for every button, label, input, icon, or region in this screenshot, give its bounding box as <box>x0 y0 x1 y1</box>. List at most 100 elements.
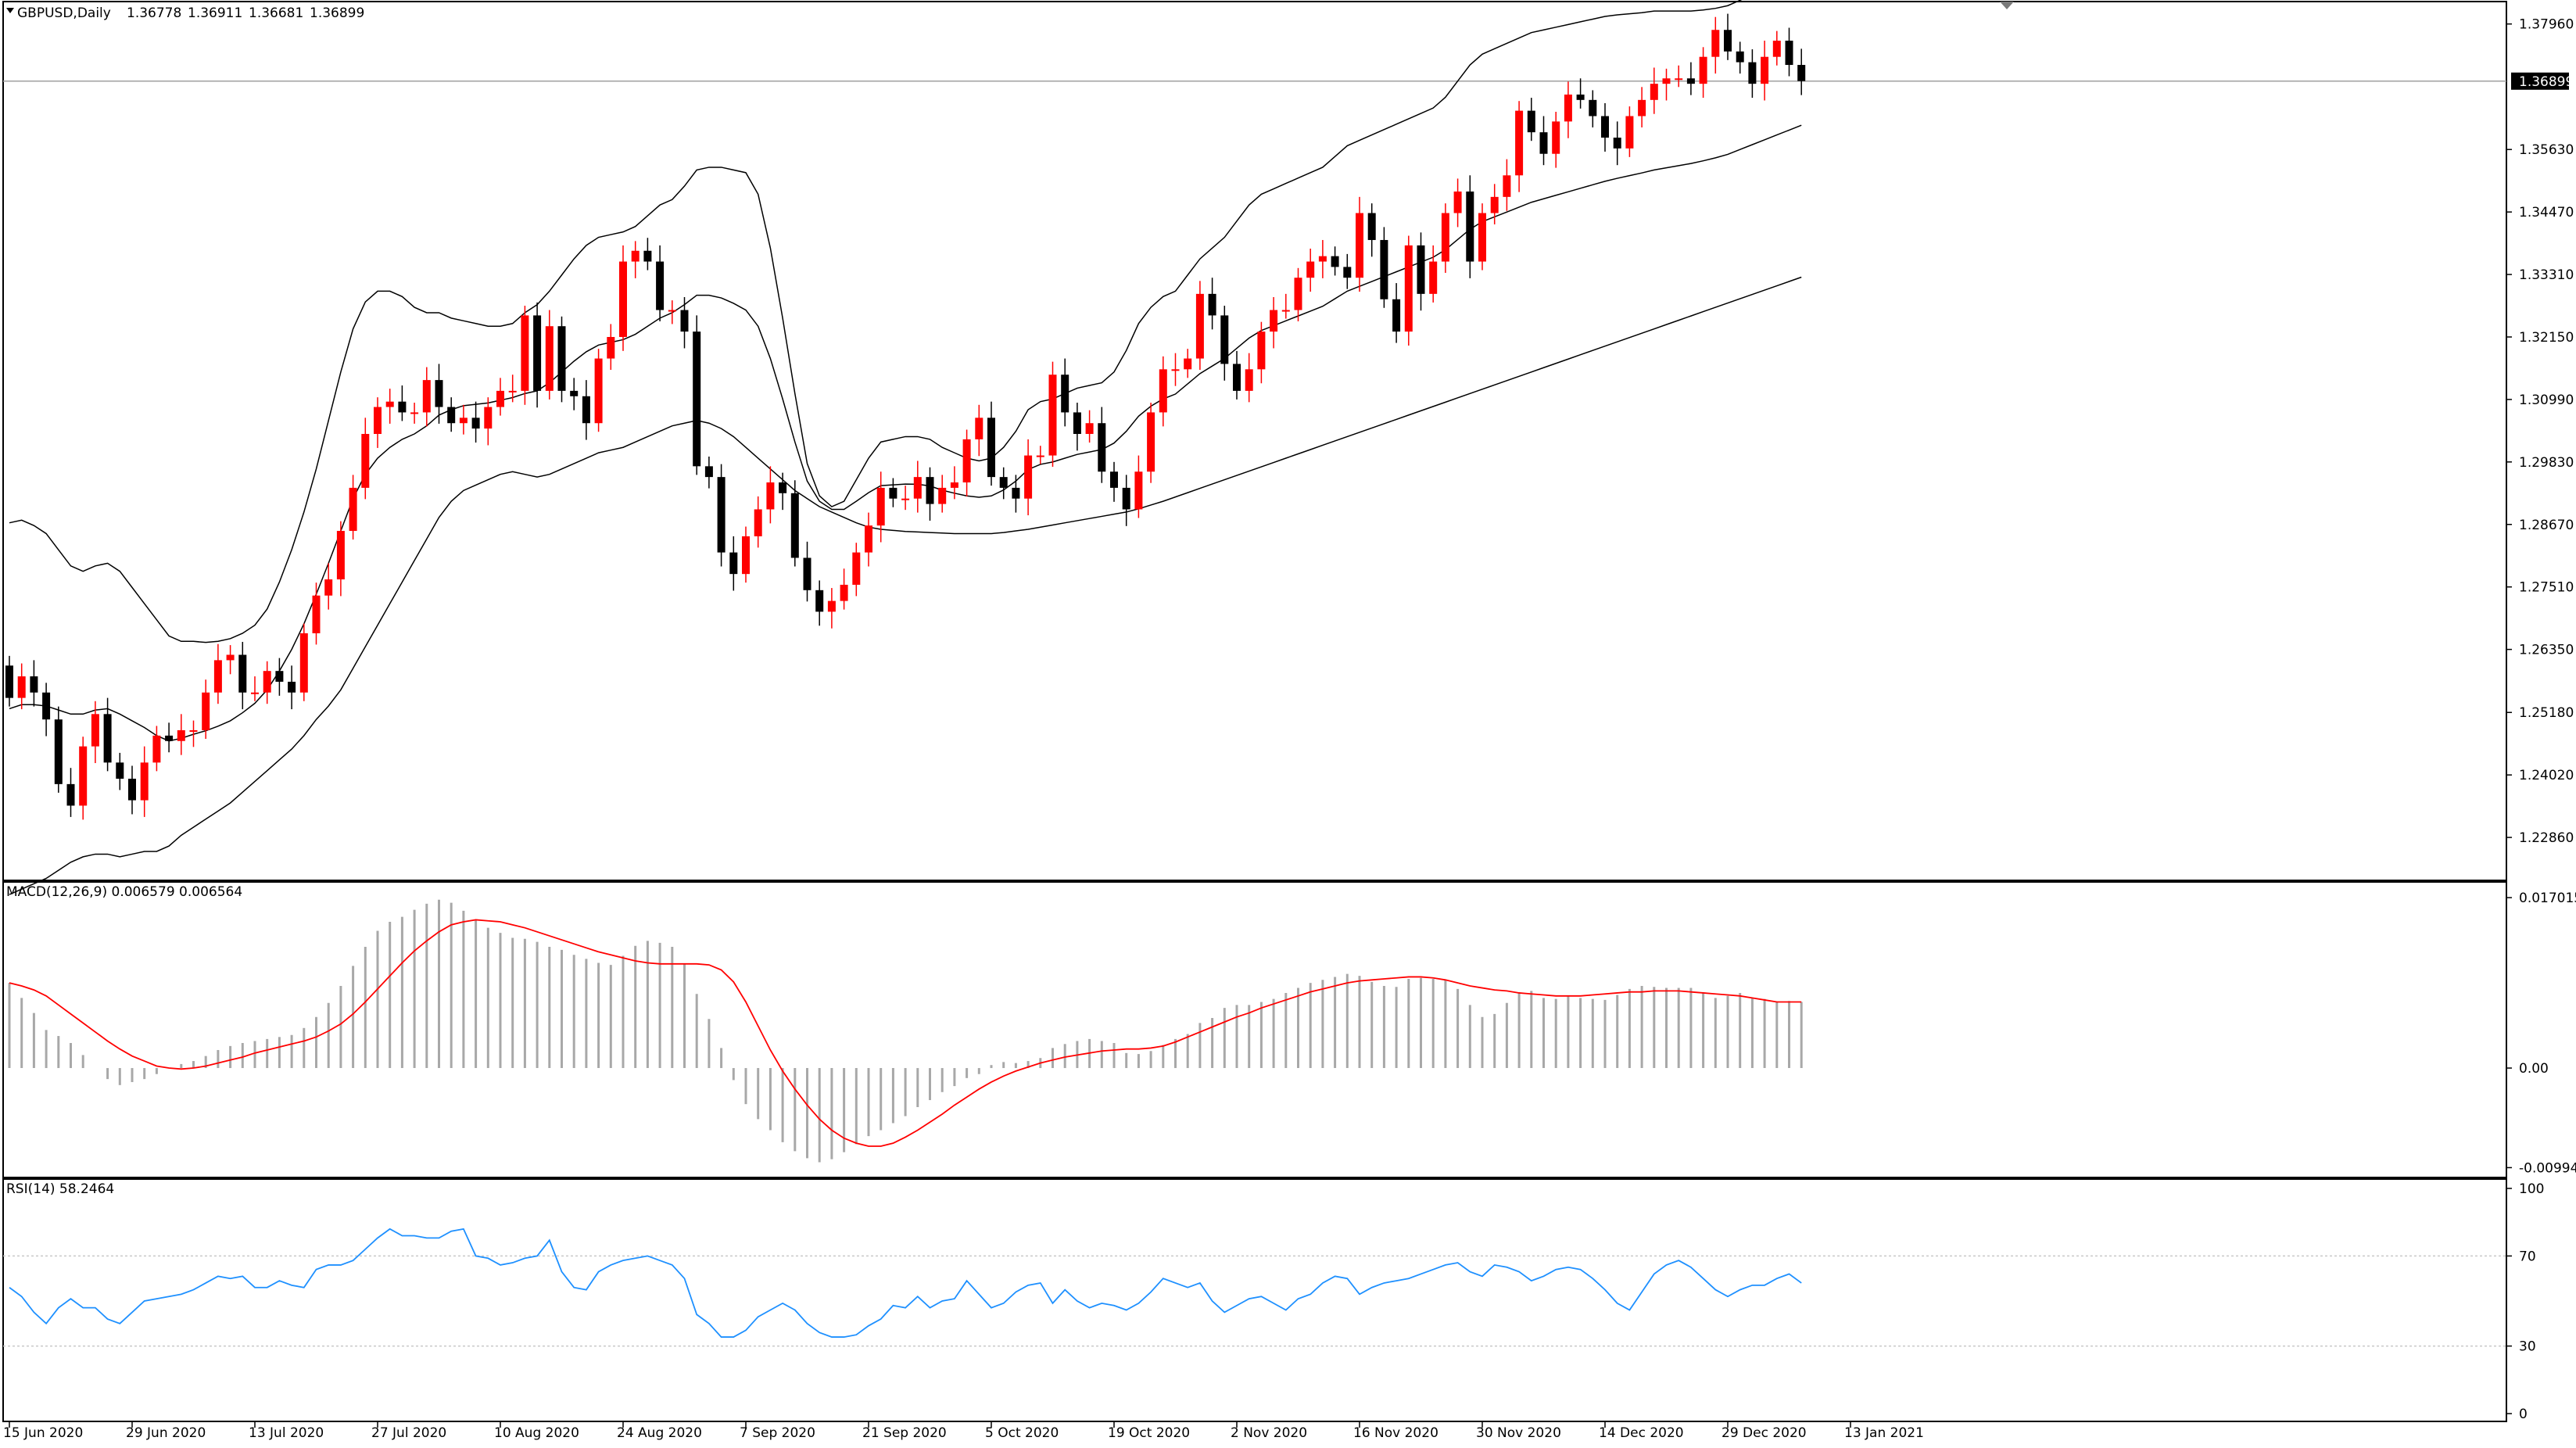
candle-body <box>631 250 640 262</box>
rsi-axis-label: 100 <box>2519 1181 2544 1197</box>
candle-body <box>1404 245 1413 332</box>
last-price-box <box>2511 72 2569 90</box>
candle-body <box>790 493 799 558</box>
price-axis-label: 1.22860 <box>2519 830 2574 846</box>
date-axis-label: 30 Nov 2020 <box>1476 1425 1561 1441</box>
macd-signal-line <box>9 919 1802 1147</box>
price-axis-label: 1.24020 <box>2519 768 2574 783</box>
shift-marker-icon[interactable] <box>2000 2 2014 9</box>
candle-body <box>1098 423 1106 472</box>
candle-body <box>779 482 787 493</box>
candle-body <box>619 261 627 337</box>
candle-body <box>1184 358 1192 370</box>
candle-body <box>213 660 222 693</box>
candle-body <box>1281 310 1290 312</box>
candle-body <box>754 509 762 536</box>
candle-body <box>165 735 174 741</box>
date-axis-label: 5 Oct 2020 <box>985 1425 1059 1441</box>
rsi-panel-frame <box>2 1178 2507 1422</box>
bb-upper-line <box>9 0 1743 643</box>
candle-body <box>128 778 136 801</box>
candle-body <box>975 418 983 439</box>
rsi-axis-label: 30 <box>2519 1339 2536 1355</box>
panel-frames <box>2 1 2507 1422</box>
candle-body <box>1441 213 1449 262</box>
candle-body <box>1711 30 1720 57</box>
candle-body <box>66 783 75 806</box>
candle-body <box>17 676 26 698</box>
ohlc-low: 1.36681 <box>249 5 303 21</box>
candle-body <box>140 762 149 801</box>
candle-body <box>815 590 824 612</box>
candle-body <box>1257 332 1266 370</box>
candle-body <box>54 719 63 784</box>
candle-body <box>962 439 971 483</box>
price-axis-label: 1.26350 <box>2519 643 2574 658</box>
candle-body <box>103 714 112 763</box>
date-axis-label: 13 Jan 2021 <box>1844 1425 1924 1441</box>
candle-body <box>889 487 897 499</box>
candle-body <box>1356 213 1363 278</box>
date-axis-label: 14 Dec 2020 <box>1599 1425 1684 1441</box>
candle-body <box>1012 487 1020 499</box>
candle-body <box>643 250 652 262</box>
rsi-line <box>9 1228 1802 1338</box>
candle-body <box>1367 213 1376 240</box>
candle-body <box>202 692 210 730</box>
price-axis-label: 1.30990 <box>2519 392 2574 408</box>
candle-body <box>1662 78 1671 84</box>
candle-body <box>349 487 357 532</box>
candle-body <box>324 579 333 596</box>
candle-body <box>1772 41 1781 57</box>
candle-body <box>1650 84 1658 100</box>
candle-body <box>1171 369 1180 371</box>
candle-body <box>1552 121 1560 154</box>
price-axis-label: 1.32150 <box>2519 330 2574 346</box>
candle-body <box>1686 78 1695 84</box>
header-dropdown-icon[interactable] <box>6 8 14 13</box>
candle-body <box>374 407 382 435</box>
macd-axis-label: 0.00 <box>2519 1061 2549 1077</box>
candle-body <box>1478 213 1486 262</box>
candle-body <box>1613 138 1621 149</box>
candle-body <box>950 482 958 488</box>
candle-body <box>471 418 480 429</box>
candle-body <box>177 729 185 741</box>
date-axis-label: 13 Jul 2020 <box>249 1425 324 1441</box>
candle-body <box>152 735 161 763</box>
candle-body <box>717 477 726 553</box>
date-axis-label: 16 Nov 2020 <box>1353 1425 1438 1441</box>
bb-lower-line <box>9 276 1802 895</box>
candle-body <box>521 315 529 391</box>
candle-body <box>496 390 504 407</box>
candle-body <box>766 482 775 510</box>
price-axis: 1.37960 1.35630 1.34470 1.33310 1.32150 1.309… <box>2506 17 2574 846</box>
candle-body <box>1220 315 1229 364</box>
candle-body <box>275 671 284 682</box>
candle-body <box>435 380 443 407</box>
candle-body <box>1195 293 1204 359</box>
candle-body <box>251 692 259 694</box>
candle-body <box>336 531 345 580</box>
candle-body <box>1147 412 1155 472</box>
price-axis-label: 1.35630 <box>2519 142 2574 158</box>
candle-body <box>1417 245 1425 294</box>
candle-body <box>1061 375 1069 413</box>
candle-body <box>422 380 431 413</box>
candle-body <box>1515 110 1524 176</box>
candle-body <box>938 487 947 504</box>
candle-body <box>1797 65 1806 81</box>
last-price-label: 1.36899 <box>2519 74 2574 90</box>
symbol-label: GBPUSD,Daily <box>17 5 111 21</box>
candle-body <box>1318 256 1327 262</box>
candle-body <box>1490 196 1499 213</box>
candle-body <box>913 477 922 499</box>
macd-plot <box>8 899 1803 1163</box>
price-panel-frame <box>2 1 2507 881</box>
date-axis-label: 21 Sep 2020 <box>862 1425 947 1441</box>
candle-body <box>582 396 590 424</box>
date-axis-label: 15 Jun 2020 <box>3 1425 83 1441</box>
candle-body <box>1159 369 1167 413</box>
candle-body <box>1785 41 1793 66</box>
